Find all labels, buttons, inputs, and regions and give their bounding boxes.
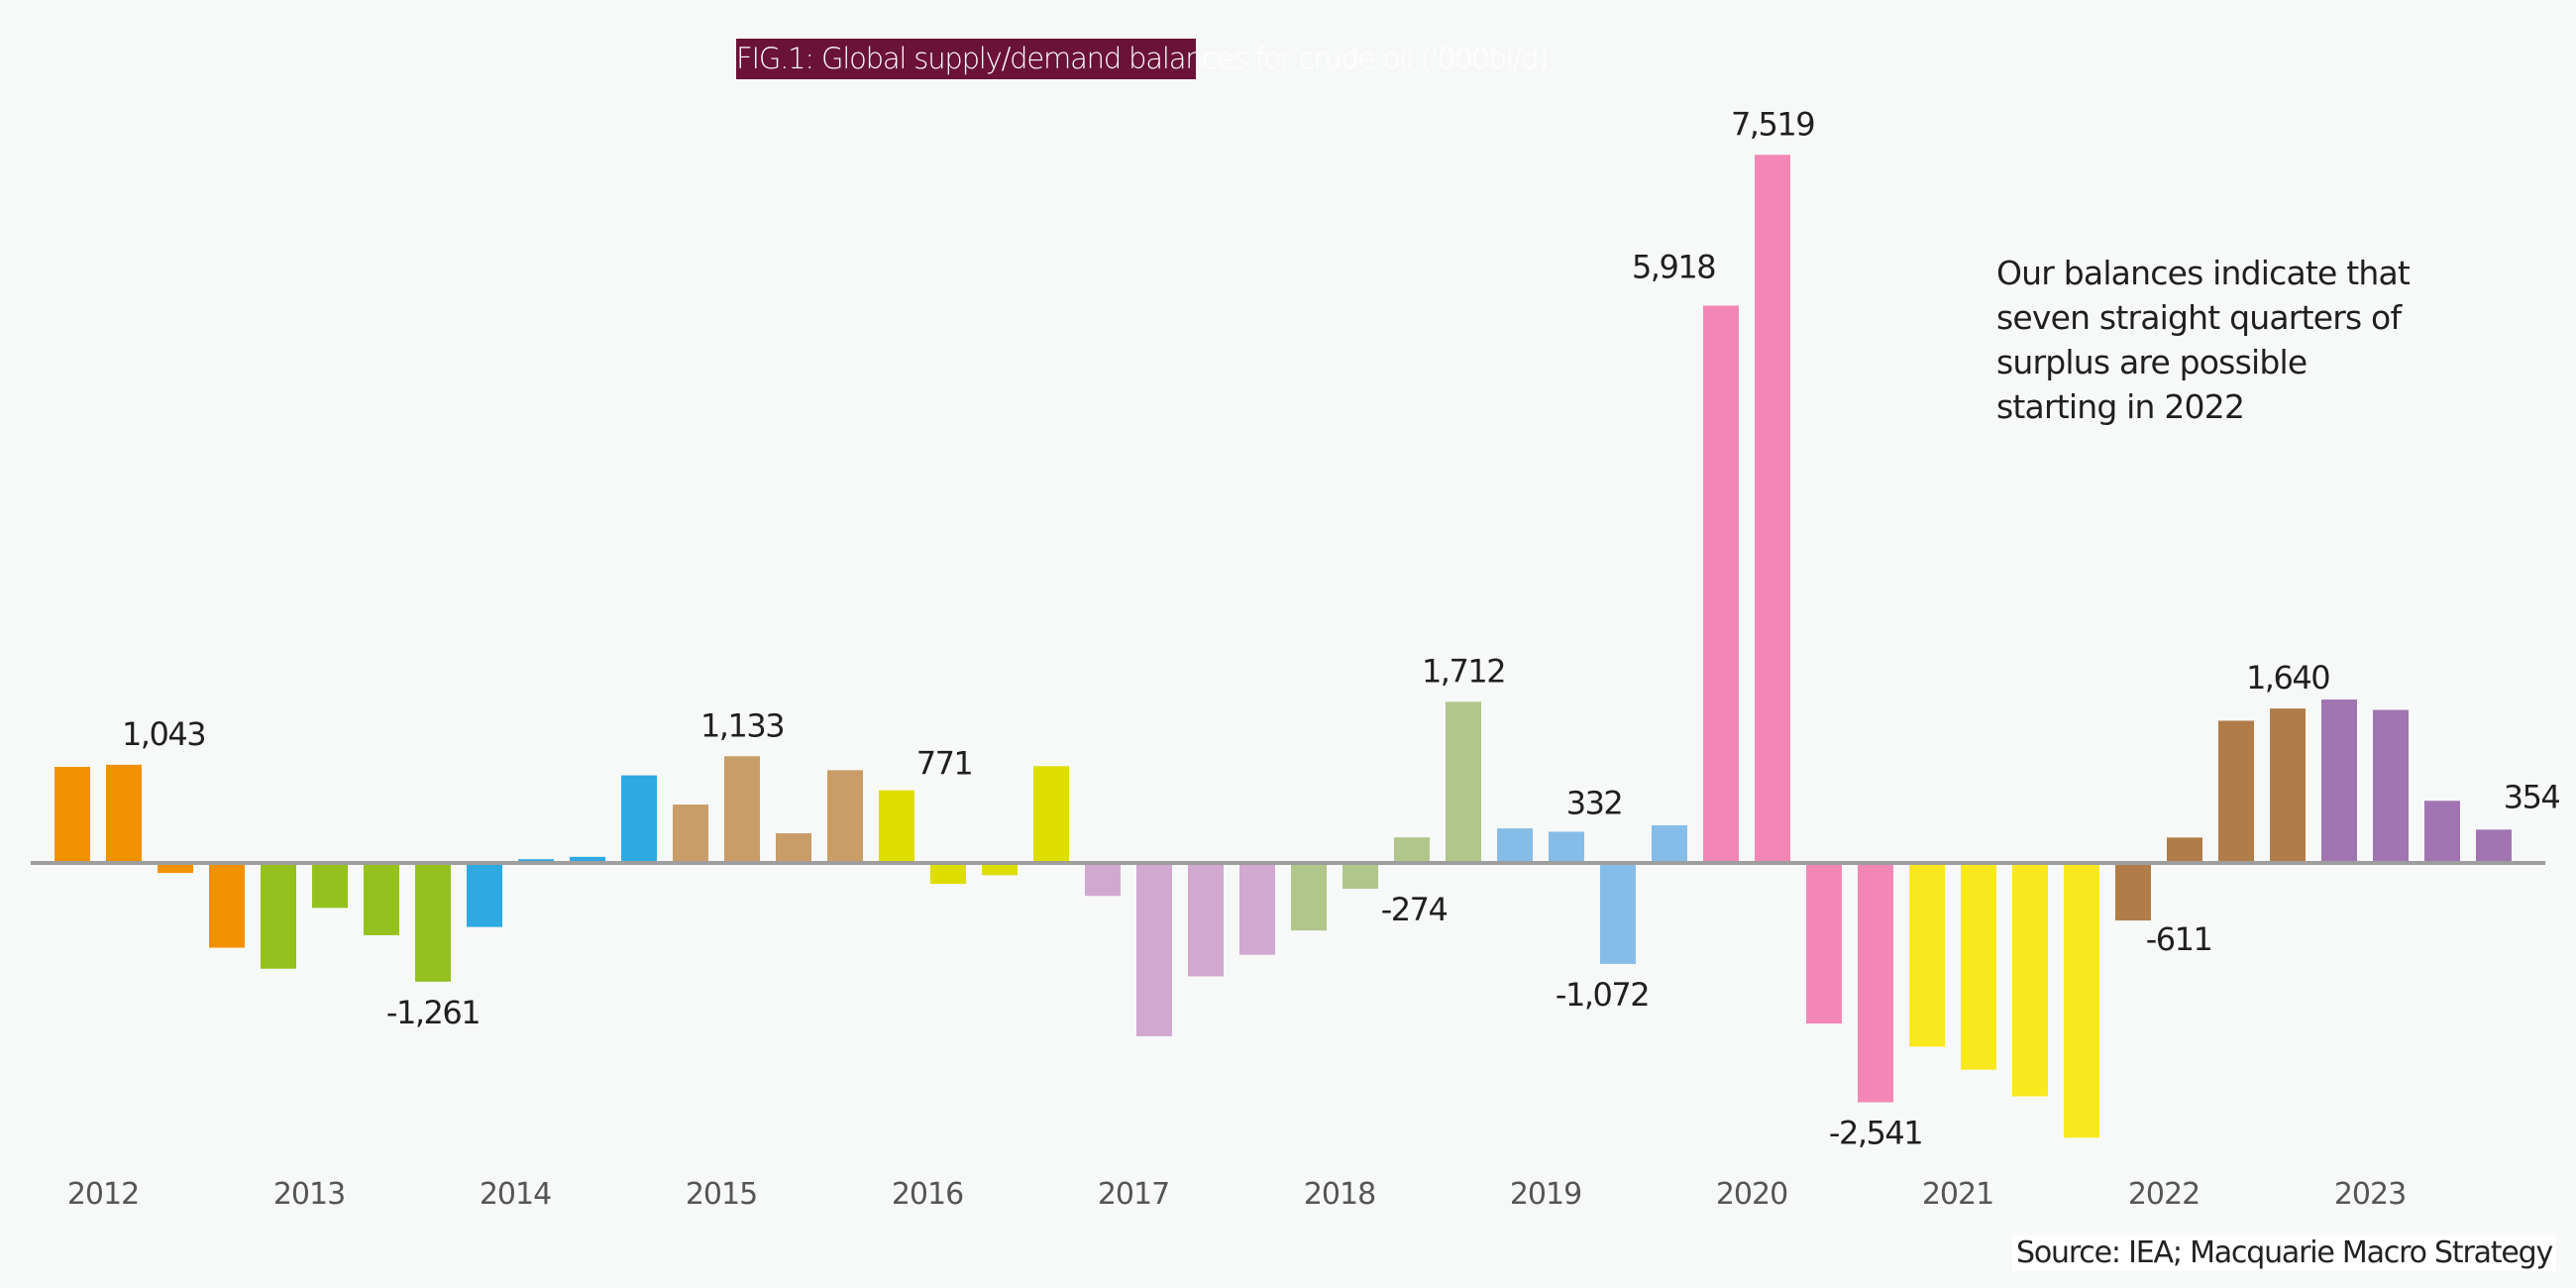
source-note: Source: IEA; Macquarie Macro Strategy: [2012, 1235, 2556, 1271]
bar-2014-q1: [467, 863, 502, 927]
x-tick-label: 2012: [67, 1177, 139, 1212]
data-label: -274: [1381, 891, 1448, 928]
bar-2012-q4: [209, 863, 245, 948]
x-tick-label: 2016: [892, 1177, 963, 1212]
chart-annotation: Our balances indicate that seven straigh…: [1996, 254, 2411, 426]
data-label: 7,519: [1731, 105, 1814, 143]
bar-2017-q4: [1239, 863, 1275, 955]
x-axis-labels: 2012 2013 2014 2015 2016 2017 2018 2019 2020 2021…: [67, 1177, 2407, 1212]
bar-2019-q4: [1652, 824, 1687, 863]
bar-2015-q2: [724, 756, 760, 863]
x-tick-label: 2017: [1098, 1177, 1169, 1212]
bar-2012-q2: [106, 764, 142, 863]
bar-2021-q3: [2012, 863, 2048, 1097]
data-label: -1,072: [1556, 976, 1649, 1014]
bar-2019-q2: [1549, 831, 1584, 863]
bar-2014-q3: [570, 856, 605, 863]
data-label: -2,541: [1829, 1115, 1922, 1152]
bar-2016-q2: [930, 863, 966, 885]
bar-2015-q4: [827, 770, 863, 863]
chart-title: FIG.1: Global supply/demand balances for…: [736, 39, 1550, 79]
bar-2022-q1: [2115, 863, 2151, 921]
data-label: 1,043: [122, 715, 205, 753]
bar-2013-q1: [261, 863, 296, 969]
bar-2013-q2: [312, 863, 348, 909]
bar-2016-q1: [879, 790, 914, 863]
x-tick-label: 2021: [1922, 1177, 1993, 1212]
bar-2022-q2: [2167, 837, 2202, 863]
x-tick-label: 2023: [2334, 1177, 2406, 1212]
x-tick-label: 2015: [686, 1177, 757, 1212]
x-tick-label: 2019: [1510, 1177, 1581, 1212]
bar-2018-q2: [1342, 863, 1378, 890]
x-tick-label: 2018: [1304, 1177, 1375, 1212]
bar-2016-q4: [1033, 766, 1069, 863]
bar-2017-q1: [1085, 863, 1121, 897]
bars-group: [54, 155, 2512, 1138]
data-label: 1,640: [2246, 659, 2329, 697]
bar-2020-q4: [1858, 863, 1893, 1103]
bar-2017-q2: [1136, 863, 1172, 1036]
x-tick-label: 2013: [273, 1177, 345, 1212]
bar-2015-q3: [776, 833, 811, 863]
bar-2018-q3: [1394, 837, 1430, 863]
data-label: -1,261: [386, 994, 480, 1031]
bar-2020-q3: [1806, 863, 1842, 1024]
bar-2012-q1: [54, 767, 90, 863]
bar-2018-q1: [1291, 863, 1327, 931]
bar-2022-q3: [2218, 720, 2254, 863]
bar-2023-q1: [2321, 699, 2357, 863]
data-labels-group: 1,043 -1,261 1,133 771 -274 1,712 332 -1,072 5,9…: [122, 105, 2561, 1152]
bar-2013-q3: [364, 863, 399, 935]
x-tick-label: 2014: [480, 1177, 551, 1212]
bar-2020-q1: [1703, 305, 1739, 863]
data-label: 5,918: [1632, 248, 1715, 285]
x-tick-label: 2020: [1716, 1177, 1787, 1212]
bar-2014-q4: [621, 775, 657, 863]
bar-2017-q3: [1188, 863, 1224, 977]
bar-2018-q4: [1446, 701, 1481, 863]
bar-2022-q4: [2270, 708, 2306, 863]
bar-2012-q3: [158, 863, 193, 874]
bar-2023-q4: [2476, 829, 2512, 863]
bar-2016-q3: [982, 863, 1018, 876]
data-label: 771: [916, 745, 973, 783]
bar-2021-q4: [2064, 863, 2099, 1138]
bar-2021-q1: [1909, 863, 1945, 1047]
data-label: 1,133: [700, 706, 784, 744]
data-label: 1,712: [1422, 652, 1505, 690]
bar-2013-q4: [415, 863, 451, 982]
bar-2021-q2: [1961, 863, 1996, 1070]
bar-2023-q2: [2373, 709, 2409, 863]
x-tick-label: 2022: [2128, 1177, 2200, 1212]
bar-2019-q1: [1497, 828, 1533, 863]
data-label: -611: [2146, 920, 2212, 958]
bar-2015-q1: [673, 805, 708, 863]
data-label: 354: [2504, 778, 2560, 815]
bar-2019-q3: [1600, 863, 1636, 964]
bar-2020-q2: [1755, 155, 1790, 863]
bar-2023-q3: [2424, 801, 2460, 863]
data-label: 332: [1566, 784, 1623, 821]
